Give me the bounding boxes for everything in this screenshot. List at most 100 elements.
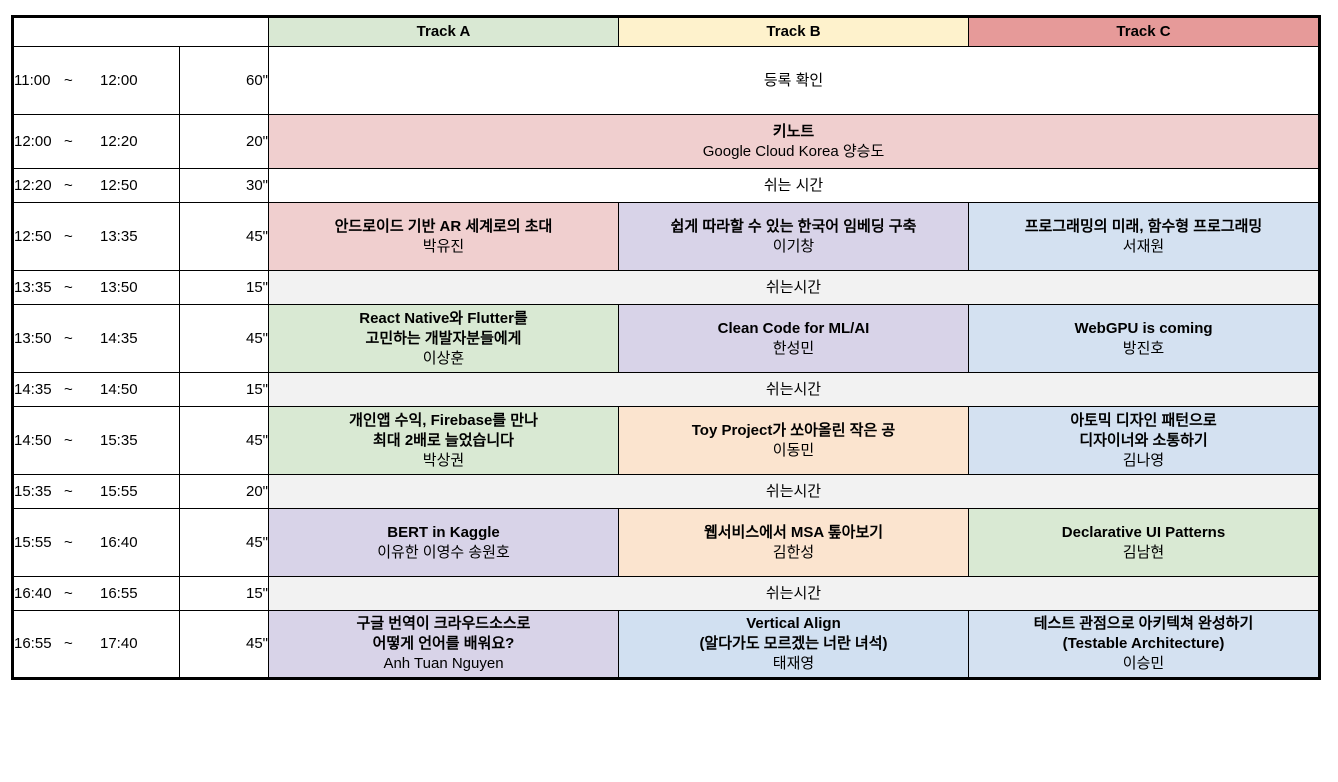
session-speaker: 태재영 [772, 655, 815, 672]
session-label: 쉬는시간 [765, 584, 822, 602]
time-range: 12:20 ~12:50 [12, 168, 180, 203]
session-speaker: 이승민 [1122, 655, 1165, 672]
track-a-header: Track A [268, 16, 619, 47]
duration: 30" [179, 168, 269, 203]
time-range: 16:55 ~17:40 [12, 610, 180, 679]
all-tracks-session: 쉬는시간 [268, 576, 1320, 611]
track-session: Toy Project가 쏘아올린 작은 공 이동민 [618, 406, 969, 475]
session-title-line: (Testable Architecture) [1062, 635, 1225, 652]
time-separator: ~ [64, 431, 73, 449]
track-session: BERT in Kaggle 이유한 이영수 송원호 [268, 508, 619, 577]
session-label: 쉬는시간 [765, 482, 822, 500]
end-time: 12:00 [100, 71, 138, 89]
duration: 60" [179, 46, 269, 115]
time-range: 15:35 ~15:55 [12, 474, 180, 509]
track-session: 아토믹 디자인 패턴으로 디자이너와 소통하기 김나영 [968, 406, 1320, 475]
end-time: 16:55 [100, 584, 138, 602]
start-time: 12:20 [14, 176, 52, 194]
session-title-line: 최대 2배로 늘었습니다 [373, 431, 514, 449]
time-separator: ~ [64, 132, 73, 150]
session-speaker: 박상권 [422, 451, 465, 469]
session-title-line: 테스트 관점으로 아키텍쳐 완성하기 [1033, 615, 1254, 632]
schedule-row: 13:35 ~13:50 15" 쉬는시간 [12, 270, 1320, 305]
session-title-line: Declarative UI Patterns [1061, 523, 1226, 541]
end-time: 13:50 [100, 278, 138, 296]
session-speaker: 이상훈 [422, 349, 465, 367]
session-title-line: 구글 번역이 크라우드소스로 [356, 615, 531, 632]
time-separator: ~ [64, 533, 73, 551]
time-separator: ~ [64, 635, 73, 652]
duration: 45" [179, 610, 269, 679]
time-range: 14:50 ~15:35 [12, 406, 180, 475]
session-title-line: 개인앱 수익, Firebase를 만나 [349, 411, 538, 429]
schedule-row: 15:35 ~15:55 20" 쉬는시간 [12, 474, 1320, 509]
time-range: 12:00 ~12:20 [12, 114, 180, 169]
session-label: 쉬는시간 [765, 278, 822, 296]
time-separator: ~ [64, 329, 73, 347]
time-separator: ~ [64, 584, 73, 602]
schedule-row: 14:50 ~15:35 45" 개인앱 수익, Firebase를 만나 최대 2배로… [12, 406, 1320, 475]
start-time: 16:40 [14, 584, 52, 602]
session-speaker: 이동민 [772, 441, 815, 459]
track-session: Clean Code for ML/AI 한성민 [618, 304, 969, 373]
session-title-line: 웹서비스에서 MSA 톺아보기 [703, 523, 884, 541]
track-session: Vertical Align (알다가도 모르겠는 너란 녀석) 태재영 [618, 610, 969, 679]
track-b-header: Track B [618, 16, 969, 47]
schedule-row: 12:20 ~12:50 30" 쉬는 시간 [12, 168, 1320, 203]
time-separator: ~ [64, 176, 73, 194]
time-range: 12:50 ~13:35 [12, 202, 180, 271]
duration: 45" [179, 406, 269, 475]
duration: 15" [179, 270, 269, 305]
schedule-table: Track A Track B Track C 11:00 ~12:00 60" 등록… [11, 15, 1321, 680]
start-time: 12:00 [14, 132, 52, 150]
session-label: 쉬는 시간 [763, 176, 824, 194]
track-c-header: Track C [968, 16, 1320, 47]
track-session: WebGPU is coming 방진호 [968, 304, 1320, 373]
end-time: 15:35 [100, 431, 138, 449]
session-speaker: 서재원 [1122, 237, 1165, 255]
all-tracks-session: 키노트 Google Cloud Korea 양승도 [268, 114, 1320, 169]
duration: 20" [179, 114, 269, 169]
session-title-line: 고민하는 개발자분들에게 [365, 329, 522, 347]
start-time: 11:00 [14, 71, 51, 89]
schedule-row: 13:50 ~14:35 45" React Native와 Flutter를 고민하는… [12, 304, 1320, 373]
time-range: 15:55 ~16:40 [12, 508, 180, 577]
schedule-row: 15:55 ~16:40 45" BERT in Kaggle 이유한 이영수 송원호 웹… [12, 508, 1320, 577]
session-speaker: 김나영 [1122, 451, 1165, 469]
end-time: 15:55 [100, 482, 138, 500]
session-speaker: 박유진 [422, 237, 465, 255]
track-session: Declarative UI Patterns 김남현 [968, 508, 1320, 577]
track-session: 웹서비스에서 MSA 톺아보기 김한성 [618, 508, 969, 577]
time-range: 13:35 ~13:50 [12, 270, 180, 305]
time-range: 16:40 ~16:55 [12, 576, 180, 611]
end-time: 14:50 [100, 380, 138, 398]
duration: 15" [179, 372, 269, 407]
all-tracks-session: 쉬는시간 [268, 474, 1320, 509]
time-separator: ~ [64, 482, 73, 500]
end-time: 16:40 [100, 533, 138, 551]
time-range: 11:00 ~12:00 [12, 46, 180, 115]
session-speaker: 한성민 [772, 339, 815, 357]
schedule-row: 16:55 ~17:40 45" 구글 번역이 크라우드소스로 어떻게 언어를 배워요?… [12, 610, 1320, 679]
time-separator: ~ [64, 380, 73, 398]
start-time: 14:35 [14, 380, 52, 398]
session-title-line: Vertical Align [746, 615, 841, 632]
session-title-line: React Native와 Flutter를 [359, 309, 528, 327]
start-time: 15:55 [14, 533, 52, 551]
start-time: 13:50 [14, 329, 52, 347]
schedule-row: 16:40 ~16:55 15" 쉬는시간 [12, 576, 1320, 611]
session-speaker: 방진호 [1122, 339, 1165, 357]
session-label: 쉬는시간 [765, 380, 822, 398]
header-blank [12, 16, 269, 47]
duration: 45" [179, 202, 269, 271]
schedule-row: 12:00 ~12:20 20" 키노트 Google Cloud Korea 양승도 [12, 114, 1320, 169]
schedule-row: 11:00 ~12:00 60" 등록 확인 [12, 46, 1320, 115]
session-title-line: (알다가도 모르겠는 너란 녀석) [699, 635, 888, 652]
session-title: 키노트 [772, 122, 815, 140]
duration: 45" [179, 508, 269, 577]
all-tracks-session: 쉬는시간 [268, 270, 1320, 305]
session-label: 등록 확인 [763, 71, 824, 89]
session-title-line: 쉽게 따라할 수 있는 한국어 임베딩 구축 [670, 217, 917, 235]
